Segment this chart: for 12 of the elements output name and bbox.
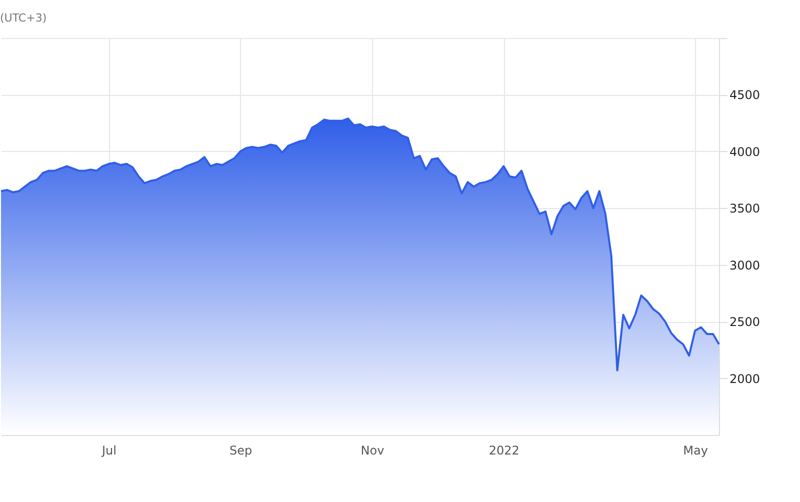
y-tick-label: 2000 <box>730 372 760 386</box>
x-tick-label: Sep <box>230 444 252 458</box>
x-tick-label: Nov <box>360 444 384 458</box>
x-tick-label: May <box>683 444 708 458</box>
x-tick-label: Jul <box>100 444 116 458</box>
y-tick-label: 4500 <box>730 88 760 102</box>
y-tick-label: 2500 <box>730 315 760 330</box>
y-tick-label: 3000 <box>730 258 760 272</box>
chart-title: (UTC+3) <box>0 12 47 24</box>
y-tick-label: 3500 <box>730 202 760 216</box>
y-tick-label: 4000 <box>730 144 760 159</box>
x-tick-label: 2022 <box>488 444 520 458</box>
